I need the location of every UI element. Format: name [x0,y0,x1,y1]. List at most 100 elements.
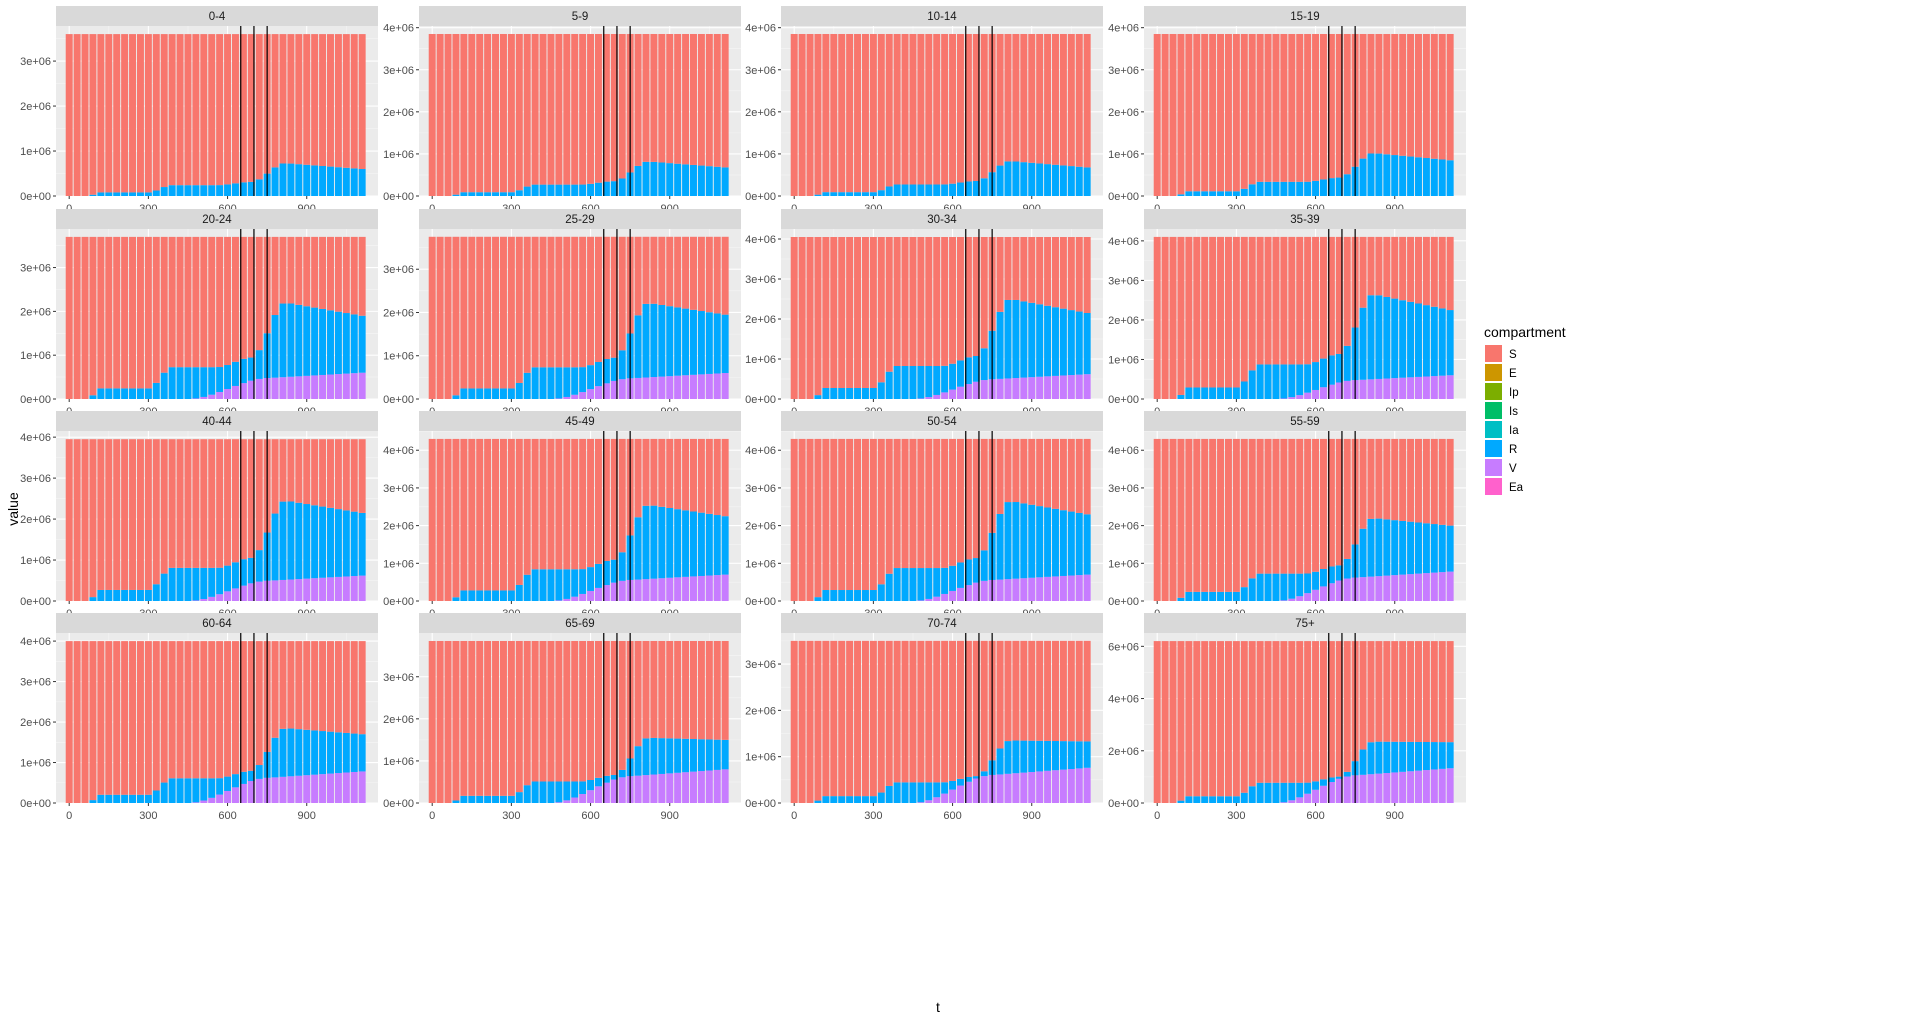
stacked-bar [1399,438,1407,601]
y-tick-label: 1e+06 [1108,354,1139,366]
stacked-bar [1367,438,1375,601]
stacked-bar [1004,640,1012,803]
bar-segment-S [602,236,610,360]
bar-segment-S [1044,438,1052,508]
stacked-bar [901,33,909,196]
bar-segment-S [327,236,334,311]
facet-strip [781,209,1103,229]
bar-segment-S [1201,236,1209,388]
stacked-bar [933,640,941,803]
bar-segment-R [618,769,626,778]
stacked-bar [342,439,350,601]
bar-segment-S [666,438,674,508]
stacked-bar [492,438,500,601]
stacked-bar [295,34,303,196]
bar-segment-V [1044,576,1052,601]
bar-segment-S [1415,438,1422,523]
bar-segment-S [1177,33,1185,195]
stacked-bar [136,236,144,399]
stacked-bar [925,33,933,196]
bar-segment-R [303,729,311,776]
bar-segment-R [247,557,255,584]
stacked-bar [814,640,822,803]
bar-segment-V [1075,374,1083,399]
stacked-bar [350,641,358,803]
bar-segment-S [721,640,729,740]
bar-segment-R [1335,353,1343,383]
bar-segment-V [917,600,925,601]
bar-segment-S [428,33,436,196]
bar-segment-R [547,367,555,399]
y-tick-label: 4e+06 [745,234,776,246]
bar-segment-S [168,641,176,779]
bar-segment-S [468,33,476,193]
stacked-bar [428,438,436,601]
bar-segment-R [208,567,216,597]
bar-segment-V [1430,376,1438,399]
bar-segment-S [1327,438,1335,567]
bar-segment-R [830,388,838,399]
bar-segment-S [1224,641,1232,797]
bar-segment-R [327,310,334,375]
bar-segment-S [531,640,539,782]
bar-segment-V [1304,593,1312,601]
bar-segment-V [239,383,247,399]
bar-segment-R [846,192,854,196]
y-tick-label: 3e+06 [20,473,51,485]
bar-segment-S [460,640,468,796]
bar-segment-R [996,748,1004,775]
bar-segment-S [869,640,877,797]
bar-segment-V [1438,572,1446,601]
bar-segment-R [105,589,113,601]
bar-segment-S [1052,237,1059,308]
stacked-bar [618,640,626,803]
stacked-bar [1185,236,1193,399]
bar-segment-S [790,640,798,803]
bar-segment-V [1327,782,1335,803]
bar-segment-S [956,237,964,361]
bar-segment-R [136,388,144,399]
stacked-bar [1075,640,1083,803]
legend-label: Ia [1509,425,1519,437]
bar-segment-V [216,391,224,399]
bar-segment-R [634,165,642,196]
bar-segment-V [1335,778,1343,803]
bar-segment-S [287,34,295,164]
stacked-bar [869,640,877,803]
bar-segment-R [1407,301,1415,378]
y-tick-label: 0e+00 [20,191,51,203]
bar-segment-S [1240,33,1248,189]
bar-segment-V [350,771,358,803]
bar-segment-V [247,781,255,803]
bar-segment-R [642,738,650,776]
stacked-bar [1422,438,1430,601]
bar-segment-S [1012,640,1020,741]
bar-segment-S [1177,438,1185,598]
stacked-bar [933,237,941,399]
bar-segment-R [674,738,682,773]
bar-segment-V [295,376,303,399]
bar-segment-S [507,236,515,389]
stacked-bar [1209,236,1217,399]
bar-segment-S [972,33,980,181]
stacked-bar [452,438,460,601]
stacked-bar [327,34,334,196]
stacked-bar [200,236,208,399]
bar-segment-R [311,505,319,579]
bar-segment-R [1209,387,1217,399]
stacked-bar [65,34,73,196]
bar-segment-R [319,506,327,578]
bar-segment-R [168,778,176,803]
bar-segment-V [980,580,988,601]
bar-segment-S [1312,33,1320,181]
bar-segment-R [893,184,901,196]
bar-segment-S [279,641,287,729]
stacked-bar [231,34,239,196]
stacked-bar [452,236,460,399]
bar-segment-R [1012,502,1020,579]
bar-segment-V [1004,378,1012,399]
bar-segment-S [830,640,838,797]
bar-segment-S [97,641,105,795]
bar-segment-R [452,395,460,399]
stacked-bar [492,33,500,196]
